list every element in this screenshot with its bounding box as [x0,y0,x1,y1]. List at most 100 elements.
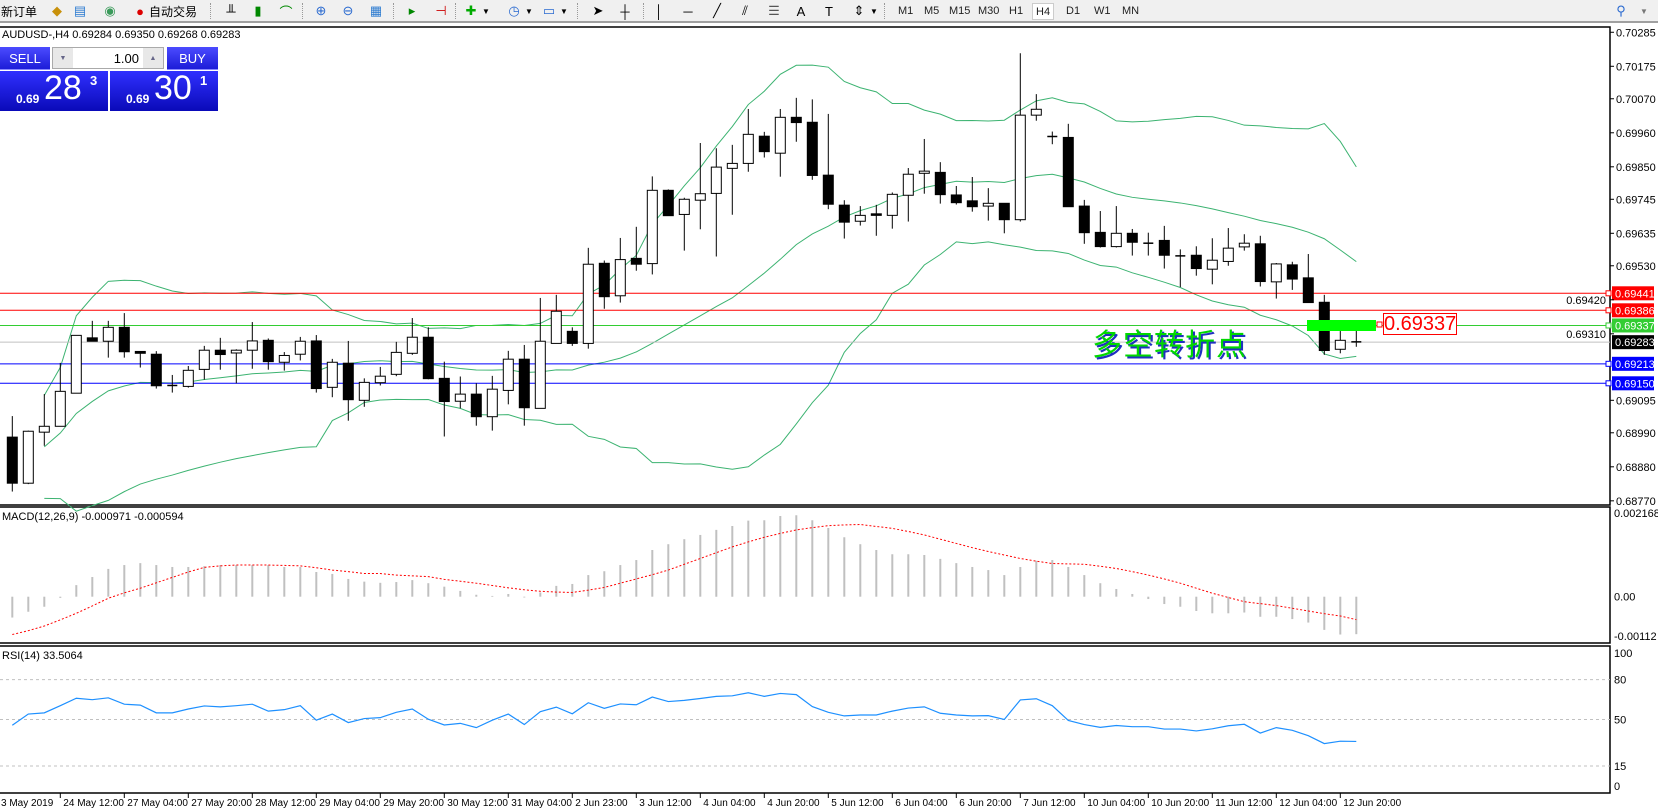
line-chart-icon[interactable]: ⌒ [279,4,293,20]
cursor-icon[interactable]: ➤ [592,3,604,18]
price-axis-label: 0.69960 [1616,128,1656,140]
timeframe-m30[interactable]: M30 [978,5,1000,17]
candle [406,318,418,355]
experts-icon[interactable]: ◆ [52,3,62,18]
candle [918,138,930,194]
timeframe-mn[interactable]: MN [1122,5,1140,17]
text-icon[interactable]: A [796,3,806,19]
autoscroll-icon[interactable]: ▸ [408,3,416,18]
time-axis-label: 5 Jun 12:00 [831,798,884,809]
time-axis-label: 4 Jun 20:00 [767,798,820,809]
sell-button[interactable]: SELL [0,47,50,70]
lot-size-stepper[interactable]: ▼ 1.00 ▲ [52,47,164,69]
separator [455,3,457,19]
candle [438,361,450,437]
timeframe-m1[interactable]: M1 [898,5,914,17]
timeframe-m5[interactable]: M5 [924,5,940,17]
auto-trading-button[interactable]: ● 自动交易 [131,2,197,20]
candle-body [86,337,98,342]
zoom-in-icon[interactable]: ⊕ [315,3,327,18]
vertical-line-icon[interactable]: │ [654,3,664,19]
candle [310,335,322,393]
sell-price[interactable]: 0.69 28 3 [0,69,108,111]
auto-trading-icon: ● [136,3,144,19]
zoom-out-icon[interactable]: ⊖ [342,3,354,18]
time-axis-label: 12 Jun 04:00 [1279,798,1337,809]
indicators-button[interactable]: ✚ ▼ [462,2,490,20]
candle [262,338,274,370]
candle [502,350,514,405]
time-axis-label: 10 Jun 20:00 [1151,798,1209,809]
candle [646,176,658,275]
bar-chart-icon[interactable]: ╨ [226,3,236,19]
rsi-axis-label: 15 [1614,761,1626,773]
time-axis-label: 27 May 20:00 [191,798,252,809]
dropdown-arrow-icon: ▼ [482,6,490,16]
fibonacci-icon[interactable]: ☰ [768,3,780,18]
toolbar-dropdown-icon[interactable]: ▼ [1640,6,1648,16]
candle-body [422,336,434,380]
signals-icon[interactable]: ◉ [104,3,116,18]
horizontal-line-icon[interactable]: ─ [683,3,693,19]
trendline-icon[interactable]: ╱ [713,3,721,18]
search-icon[interactable]: ⚲ [1616,3,1626,18]
candlestick-icon[interactable]: ▮ [254,3,262,18]
templates-icon: ▭ [542,3,556,18]
candle [134,350,146,368]
macd-indicator: MACD(12,26,9) -0.000971 -0.000594 [2,511,1358,636]
candle-body [870,213,882,216]
candle [1062,123,1074,208]
timeframe-m15[interactable]: M15 [949,5,971,17]
dropdown-arrow-icon: ▼ [560,6,568,16]
new-order-button[interactable]: 新订单 [1,2,37,20]
chart-shift-icon[interactable]: ⊣ [435,3,447,18]
price-level-label: 0.69441 [1615,288,1655,300]
candle-body [470,393,482,418]
lot-size-input[interactable]: 1.00 [113,50,139,66]
candle-body [102,326,114,342]
candle [374,366,386,386]
templates-button[interactable]: ▭ ▼ [540,2,568,20]
buy-button[interactable]: BUY [167,47,218,70]
turning-point-text: 多空转折点 [1092,328,1247,363]
candle-body [886,193,898,216]
periods-icon: ◷ [508,3,520,18]
price-level-label: 0.69150 [1615,378,1655,390]
candle [246,322,258,369]
candle-body [406,336,418,354]
candle [662,189,674,217]
candle [550,294,562,344]
candle-body [966,200,978,208]
buy-price[interactable]: 0.69 30 1 [110,69,218,111]
time-axis-label: 24 May 12:00 [63,798,124,809]
timeframe-h1[interactable]: H1 [1009,5,1024,17]
candle [22,430,34,485]
equidistant-channel-icon[interactable]: ⫽ [742,3,748,18]
market-watch-icon[interactable]: ▤ [73,3,87,18]
timeframe-w1[interactable]: W1 [1094,5,1111,17]
candle-body [326,361,338,388]
candle-body [214,349,226,356]
candle [582,247,594,349]
candle-body [1094,231,1106,248]
price-axis-label: 0.70175 [1616,61,1656,73]
tile-windows-icon[interactable]: ▦ [369,3,383,18]
candle [486,375,498,431]
candle [678,197,690,251]
price-axis-label: 0.68880 [1616,462,1656,474]
timeframe-d1[interactable]: D1 [1066,5,1081,17]
candle [422,327,434,380]
crosshair-icon[interactable]: ┼ [620,3,630,19]
candle [982,188,994,221]
candle-body [342,362,354,401]
candle-body [566,330,578,344]
arrows-button[interactable]: ⇕ ▼ [850,2,878,20]
timeframe-h4[interactable]: H4 [1032,3,1055,20]
candle [1094,211,1106,248]
periods-button[interactable]: ◷ ▼ [505,2,533,20]
candle-body [38,425,50,433]
decrease-lot-icon[interactable]: ▼ [53,48,73,68]
increase-lot-icon[interactable]: ▲ [143,48,163,68]
text-label-icon[interactable]: T [825,3,833,19]
